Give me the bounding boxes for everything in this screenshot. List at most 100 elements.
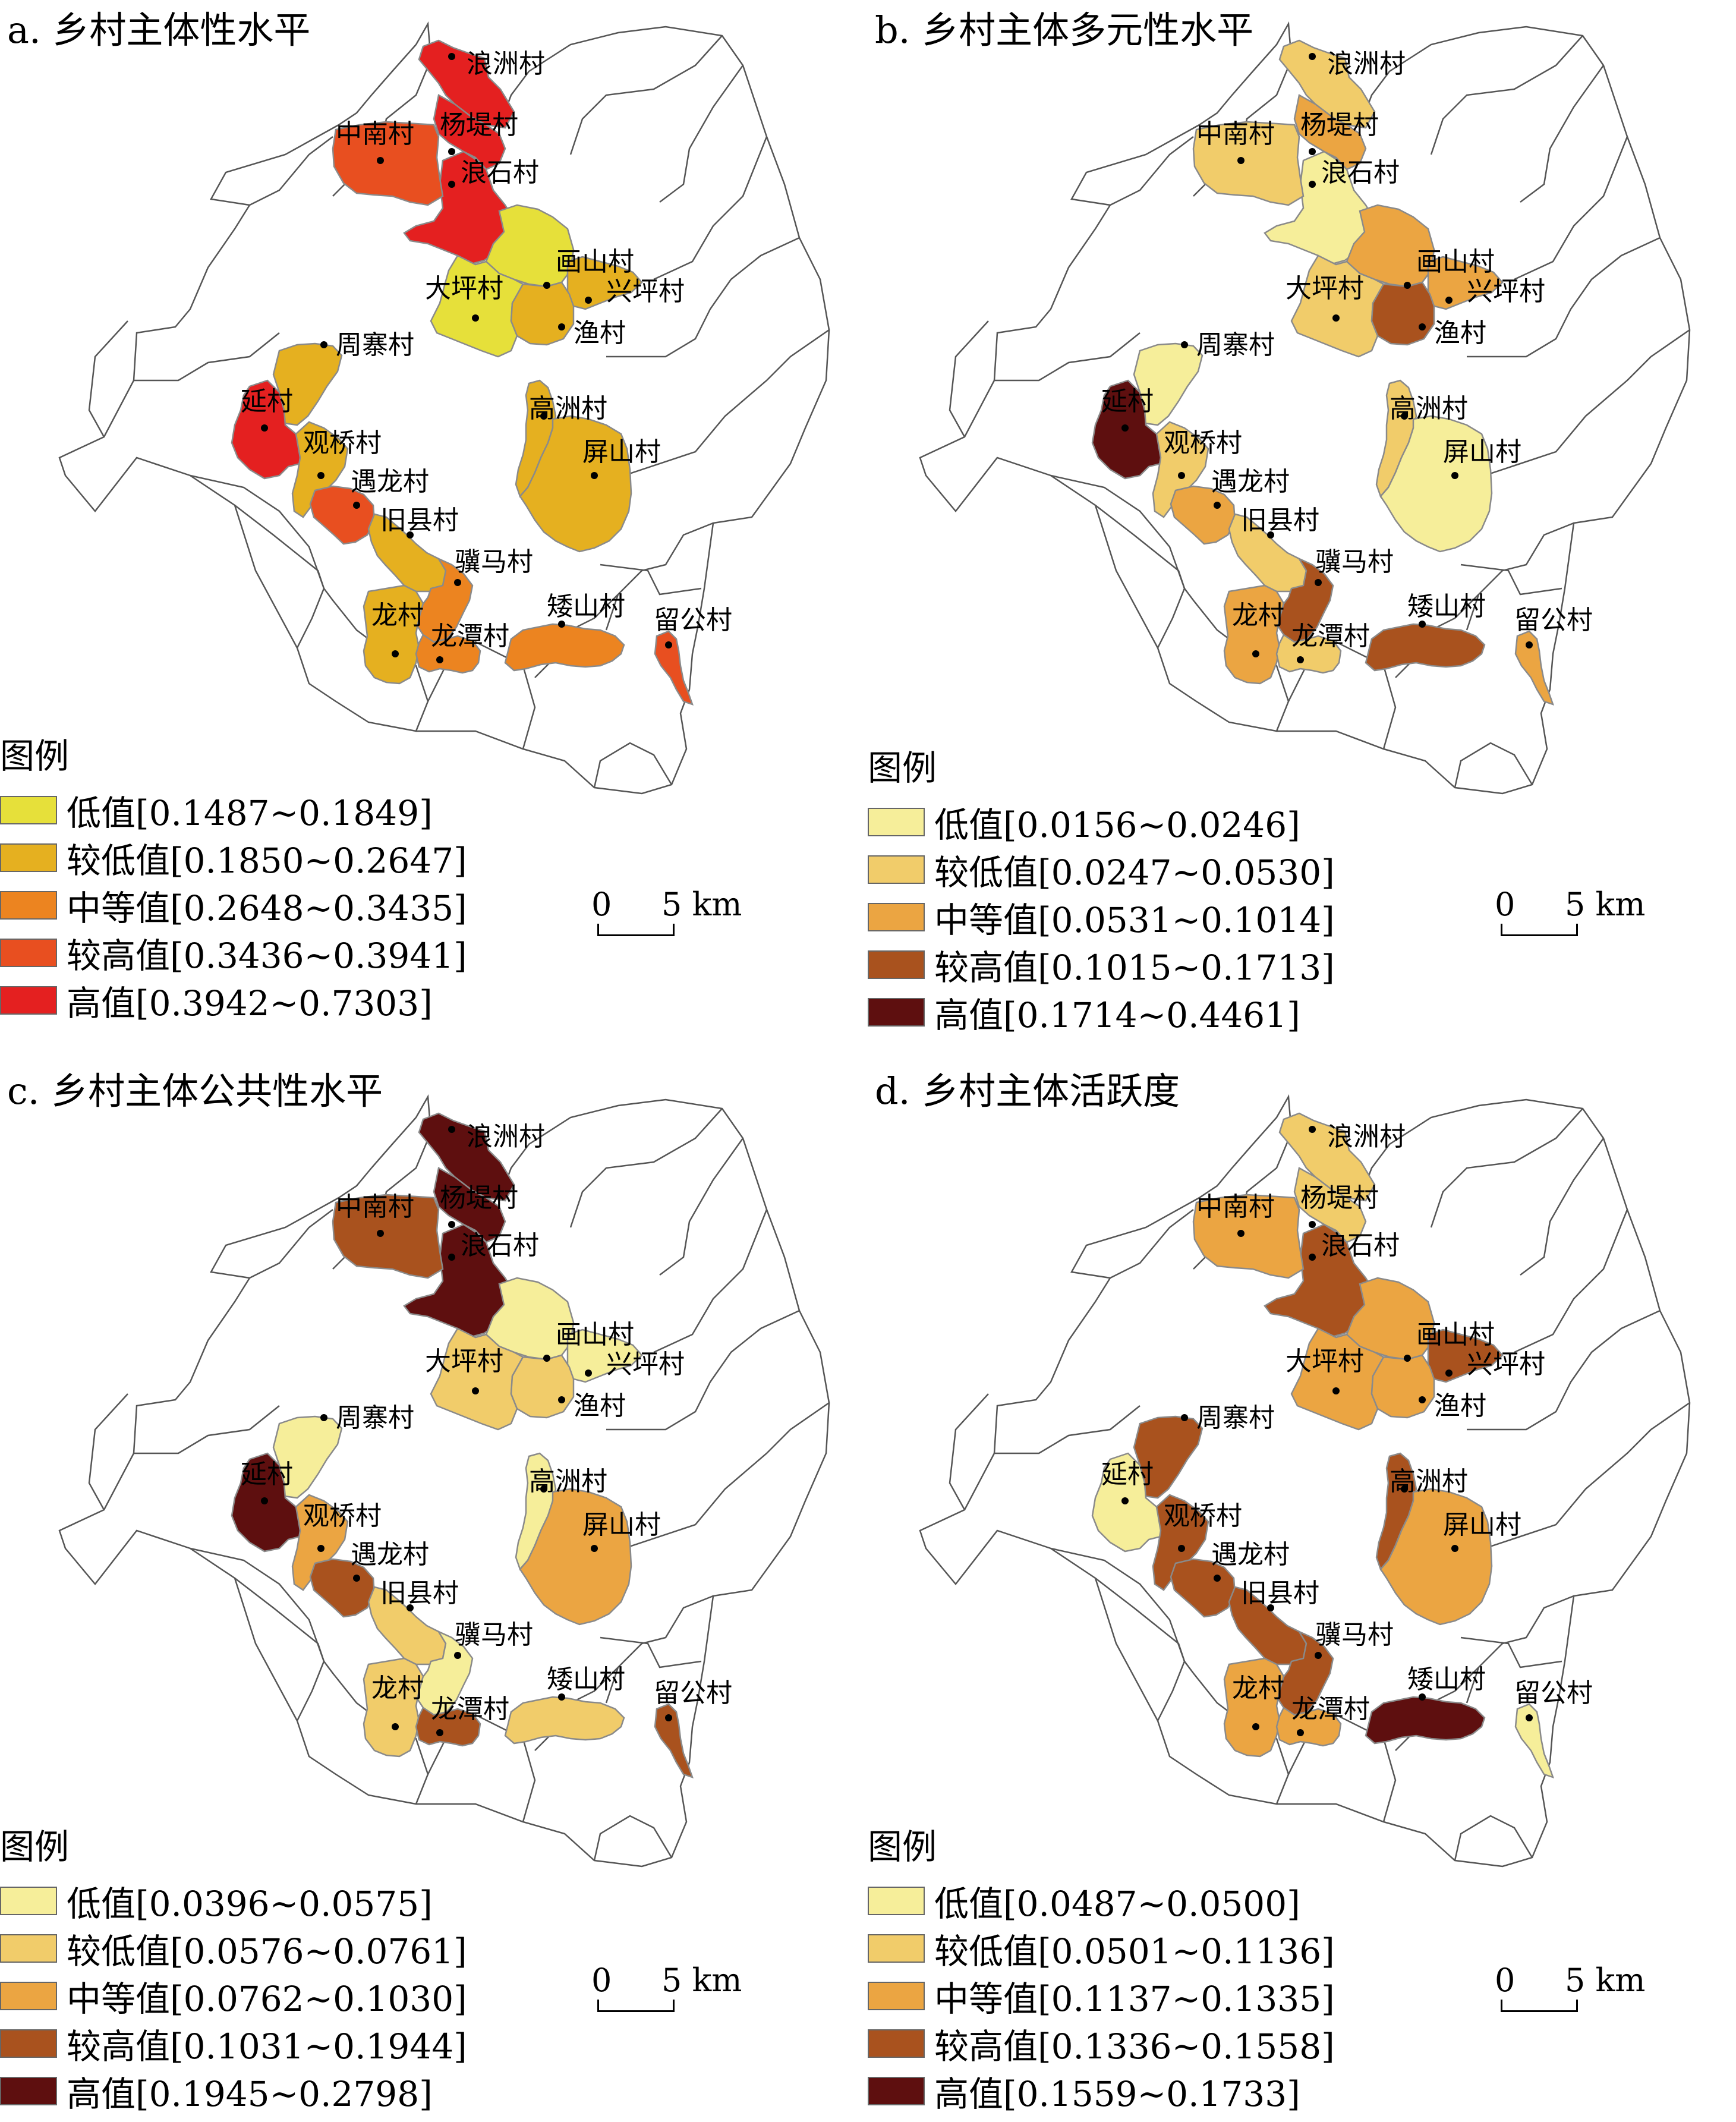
legend-item: 较低值[0.0501~0.1136] [868,1925,1335,1972]
township-boundary [190,474,325,589]
village-area [654,630,694,706]
village-label: 留公村 [654,605,732,635]
village-point [392,1723,399,1730]
village-label: 浪洲村 [467,1122,545,1152]
map-legend: 图例 低值[0.0487~0.0500] 较低值[0.0501~0.1136] 中等值… [868,1819,1335,2115]
village-point [448,181,455,188]
township-boundary [653,1209,768,1353]
legend-title: 图例 [0,736,70,776]
village-point [472,1387,479,1394]
legend-swatch [0,1982,57,2010]
township-boundary [1110,1209,1194,1279]
village-label: 龙村 [1232,1673,1284,1704]
village-point [591,472,598,479]
legend-item: 高值[0.1945~0.2798] [0,2067,467,2115]
village-label: 观桥村 [303,428,382,458]
legend-swatch [0,1887,57,1915]
legend-label: 较低值[0.0247~0.0530] [934,852,1335,893]
legend-item: 中等值[0.1137~0.1335] [868,1972,1335,2020]
village-label: 遇龙村 [1211,467,1290,497]
legend-swatch [868,808,925,836]
village-point [1237,157,1244,164]
village-label: 兴坪村 [606,276,685,307]
legend-item: 较低值[0.0576~0.0761] [0,1925,467,1972]
village-point [1309,1254,1316,1261]
legend-swatch [868,903,925,931]
legend-label: 较低值[0.0576~0.0761] [67,1931,467,1972]
township-boundary [1430,35,1583,155]
village-label: 延村 [241,386,293,417]
legend-label: 高值[0.3942~0.7303] [67,983,433,1024]
township-boundary [234,505,298,648]
township-boundary [1514,136,1628,281]
village-label: 画山村 [556,1320,634,1350]
township-boundary [1467,1309,1661,1431]
legend-item: 较高值[0.3436~0.3941] [0,929,467,977]
village-point [591,1545,598,1552]
village-label: 屏山村 [1443,1510,1521,1540]
village-label: 大坪村 [1286,273,1364,304]
scale-line [1501,924,1578,936]
legend-swatch [868,998,925,1027]
scale-line [597,924,675,936]
village-point [448,1254,455,1261]
township-boundary [605,522,714,631]
village-point [407,531,414,539]
village-area [430,1327,524,1431]
village-point [558,323,565,330]
village-point [1419,323,1426,330]
village-point [1332,1387,1340,1394]
legend-item: 较低值[0.0247~0.0530] [868,846,1335,893]
village-label: 旧县村 [380,1578,459,1608]
village-point [558,621,565,628]
village-label: 矮山村 [547,1664,625,1695]
village-point [665,641,672,648]
township-boundary [88,320,128,437]
village-label: 杨堤村 [1300,110,1379,140]
village-area [504,1696,625,1745]
village-point [377,157,384,164]
panel-b: b. 乡村主体多元性水平 浪洲村 杨堤村 浪石村 中南村 画山村 大坪村 兴坪村 渔村 周寨村 延村… [868,0,1735,1061]
village-label: 高洲村 [1390,393,1468,424]
village-label: 画山村 [556,247,634,277]
village-label: 龙潭村 [1291,1694,1370,1724]
legend-swatch [868,1887,925,1915]
panel-title: a. 乡村主体性水平 [7,8,311,52]
scale-zero-label: 0 [591,1962,612,1999]
village-point [540,1485,547,1493]
village-area [1370,281,1435,346]
village-label: 浪石村 [461,158,539,188]
village-label: 龙村 [1232,600,1284,631]
village-area [418,39,515,129]
village-point [540,413,547,420]
village-point [454,1652,461,1659]
village-label: 骥马村 [455,547,533,577]
township-boundary [569,1108,723,1228]
village-point [353,502,360,509]
legend-item: 较高值[0.1015~0.1713] [868,941,1335,988]
village-area [1170,485,1236,545]
legend-item: 较高值[0.1336~0.1558] [868,2020,1335,2067]
village-area [430,254,524,358]
village-label: 大坪村 [425,1346,503,1377]
legend-swatch [868,950,925,979]
village-label: 高洲村 [529,393,607,424]
legend-label: 中等值[0.2648~0.3435] [67,888,467,928]
village-label: 浪石村 [461,1230,539,1261]
village-area [1293,1167,1367,1243]
village-point [1309,1126,1316,1133]
village-label: 中南村 [1196,119,1275,149]
legend-label: 低值[0.1487~0.1849] [67,793,433,833]
village-point [1419,621,1426,628]
village-point [1526,1714,1533,1721]
village-label: 渔村 [1434,1391,1486,1421]
village-area [433,94,506,171]
village-label: 兴坪村 [1467,1349,1545,1380]
village-area [510,1354,575,1419]
village-label: 高洲村 [529,1466,607,1497]
legend-label: 较高值[0.3436~0.3941] [67,936,467,976]
legend-swatch [0,891,57,920]
scale-zero-label: 0 [1495,886,1516,923]
village-point [1451,1545,1458,1552]
legend-label: 较低值[0.0501~0.1136] [934,1931,1335,1972]
